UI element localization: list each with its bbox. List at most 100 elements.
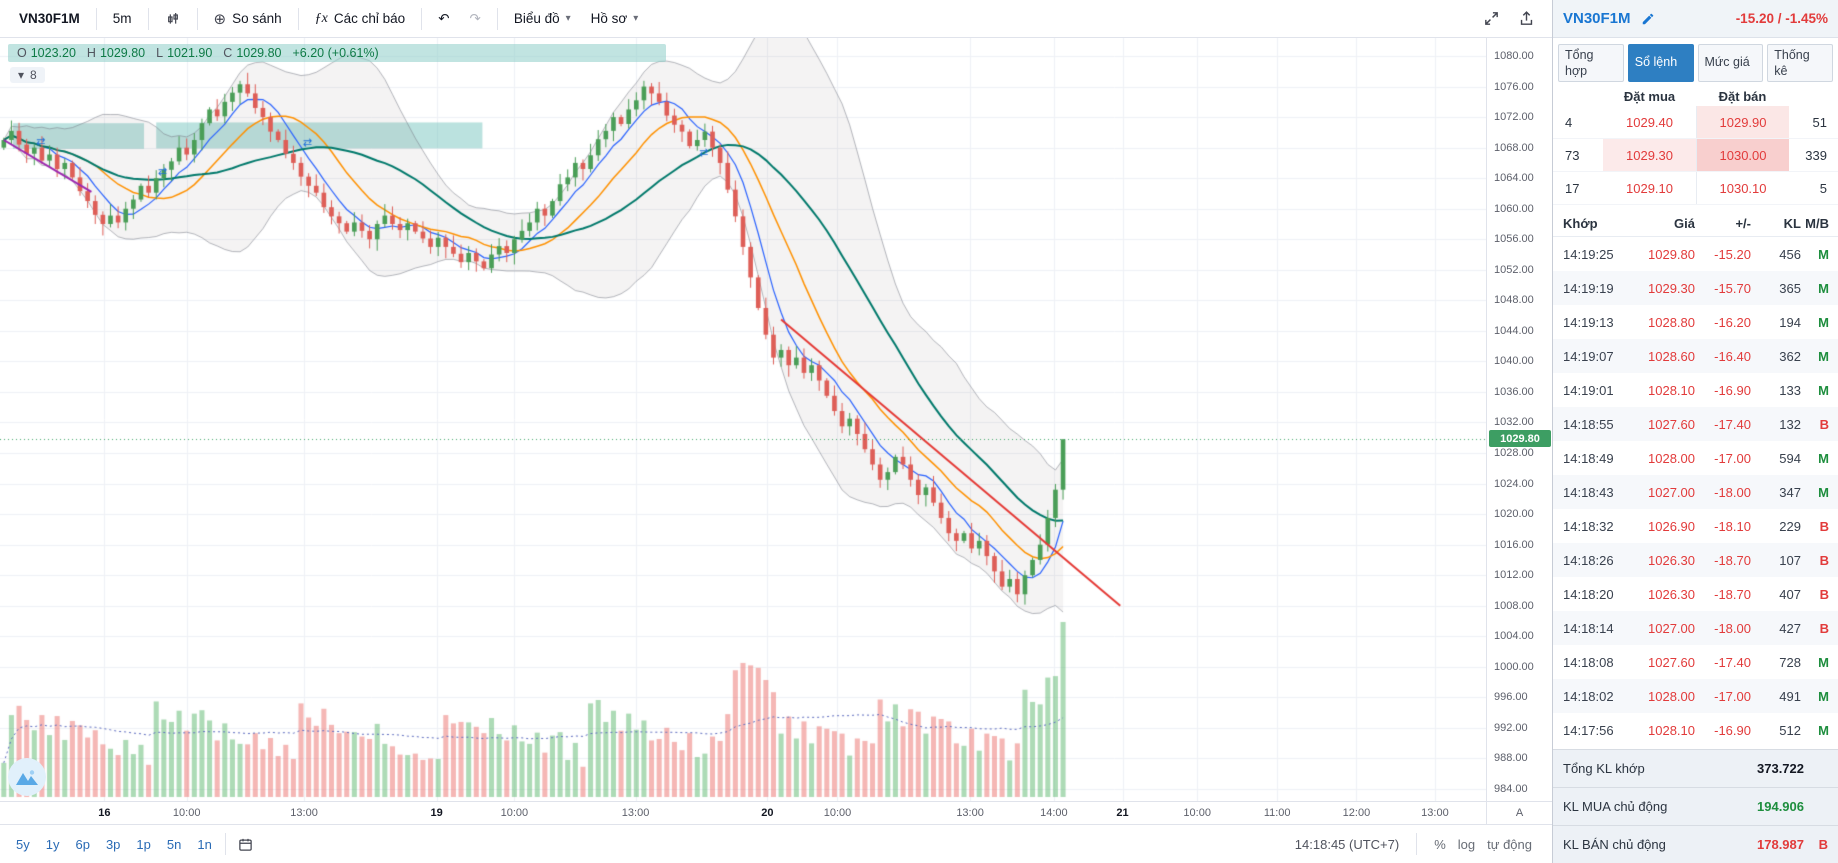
trade-side: M bbox=[1818, 348, 1829, 364]
time-tick: 13:00 bbox=[1421, 807, 1449, 819]
trade-side: M bbox=[1818, 450, 1829, 466]
range-5n[interactable]: 5n bbox=[159, 832, 189, 857]
interval-button[interactable]: 5m bbox=[104, 6, 141, 31]
trade-change: -17.00 bbox=[1714, 450, 1751, 466]
time-tick: 10:00 bbox=[823, 807, 852, 819]
compare-button[interactable]: ⊕ So sánh bbox=[205, 5, 291, 33]
trade-volume: 362 bbox=[1779, 348, 1801, 364]
trade-time: 14:18:02 bbox=[1563, 688, 1614, 704]
trade-row[interactable]: 14:19:25 1029.80 -15.20 456 M bbox=[1553, 237, 1838, 271]
profile-menu-button[interactable]: Hồ sơ ▾ bbox=[582, 6, 648, 31]
chart-section: VN30F1M 5m ⊕ So sánh ƒx Các chỉ báo ↶ ↷ … bbox=[0, 5, 1552, 857]
fullscreen-button[interactable] bbox=[1476, 5, 1507, 32]
trade-price: 1028.00 bbox=[1648, 688, 1695, 704]
range-5y[interactable]: 5y bbox=[8, 832, 38, 857]
indicators-button[interactable]: ƒx Các chỉ báo bbox=[306, 6, 415, 32]
orderbook-row[interactable]: 73 1029.30 1030.00 339 bbox=[1553, 139, 1838, 172]
range-6p[interactable]: 6p bbox=[67, 832, 97, 857]
price-tick: 1052.00 bbox=[1494, 263, 1534, 276]
price-tick: 1068.00 bbox=[1494, 141, 1534, 154]
price-axis[interactable]: 1080.00 1076.00 1072.00 1068.00 1064.00 1060.… bbox=[1486, 38, 1552, 801]
auto-scale-button[interactable]: tự động bbox=[1487, 836, 1532, 852]
chevron-down-icon: ▾ bbox=[633, 13, 639, 24]
price-tick: 1080.00 bbox=[1494, 50, 1534, 63]
trade-side: M bbox=[1818, 382, 1829, 398]
trade-change: -17.40 bbox=[1714, 416, 1751, 432]
indicators-collapse-toggle[interactable]: ▾ 8 bbox=[10, 67, 45, 83]
log-scale-button[interactable]: log bbox=[1457, 836, 1476, 852]
bid-volume: 73 bbox=[1565, 147, 1580, 163]
market-side-panel: VN30F1M -15.20 / -1.45% Tổng hợp Sổ lệnh M… bbox=[1552, 0, 1838, 863]
tab-thong-ke[interactable]: Thống kê bbox=[1767, 44, 1833, 82]
range-1y[interactable]: 1y bbox=[38, 832, 68, 857]
tab-tong-hop[interactable]: Tổng hợp bbox=[1558, 44, 1624, 82]
trade-time: 14:18:32 bbox=[1563, 518, 1614, 534]
volume-summary: Tổng KL khớp 373.722 KL MUA chủ động 194.90… bbox=[1553, 749, 1838, 863]
chart-type-button[interactable] bbox=[156, 6, 190, 32]
time-tick: 13:00 bbox=[956, 807, 984, 819]
chart-menu-button[interactable]: Biểu đồ ▾ bbox=[505, 6, 580, 31]
redo-button[interactable]: ↷ bbox=[461, 6, 490, 32]
redo-icon: ↷ bbox=[469, 10, 481, 26]
interval-label: 5m bbox=[112, 11, 132, 26]
open-value: 1023.20 bbox=[30, 46, 76, 60]
ask-price: 1029.90 bbox=[1696, 106, 1789, 138]
bid-header: Đặt mua bbox=[1623, 88, 1676, 104]
trade-row[interactable]: 14:17:56 1028.10 -16.90 512 M bbox=[1553, 713, 1838, 747]
range-1n[interactable]: 1n bbox=[189, 832, 219, 857]
ask-volume: 51 bbox=[1812, 114, 1827, 130]
trade-row[interactable]: 14:19:13 1028.80 -16.20 194 M bbox=[1553, 305, 1838, 339]
col-price: Giá bbox=[1674, 216, 1695, 231]
edit-symbol-button[interactable] bbox=[1639, 10, 1657, 28]
bottom-right-group: 14:18:45 (UTC+7) % log tự động bbox=[1295, 833, 1544, 855]
time-axis[interactable]: 16 10:00 13:00 19 10:00 13:00 20 10:00 13:00 14:0… bbox=[0, 801, 1486, 824]
trade-side: B bbox=[1819, 518, 1829, 534]
price-chart-canvas[interactable] bbox=[0, 38, 1486, 801]
trade-row[interactable]: 14:18:02 1028.00 -17.00 491 M bbox=[1553, 679, 1838, 713]
trade-time: 14:18:49 bbox=[1563, 450, 1614, 466]
price-tick: 1040.00 bbox=[1494, 355, 1534, 368]
trade-row[interactable]: 14:18:26 1026.30 -18.70 107 B bbox=[1553, 543, 1838, 577]
trade-change: -15.70 bbox=[1714, 280, 1751, 296]
tab-so-lenh[interactable]: Sổ lệnh bbox=[1627, 44, 1694, 82]
ask-volume: 339 bbox=[1805, 147, 1827, 163]
trade-row[interactable]: 14:18:55 1027.60 -17.40 132 B bbox=[1553, 407, 1838, 441]
trade-side: M bbox=[1818, 246, 1829, 262]
trade-row[interactable]: 14:18:43 1027.00 -18.00 347 M bbox=[1553, 475, 1838, 509]
range-3p[interactable]: 3p bbox=[98, 832, 128, 857]
trade-change: -17.00 bbox=[1714, 688, 1751, 704]
trade-row[interactable]: 14:18:14 1027.00 -18.00 427 B bbox=[1553, 611, 1838, 645]
divider bbox=[147, 7, 149, 30]
summary-label: Tổng KL khớp bbox=[1563, 761, 1645, 776]
time-tick: 12:00 bbox=[1342, 807, 1371, 819]
time-tick: 10:00 bbox=[172, 807, 201, 819]
col-change: +/- bbox=[1735, 216, 1751, 231]
price-tick: 1004.00 bbox=[1494, 630, 1534, 643]
go-to-date-button[interactable] bbox=[231, 832, 260, 857]
trade-row[interactable]: 14:18:08 1027.60 -17.40 728 M bbox=[1553, 645, 1838, 679]
fullscreen-icon bbox=[1485, 12, 1498, 25]
trade-price: 1027.00 bbox=[1648, 484, 1695, 500]
percent-scale-button[interactable]: % bbox=[1434, 836, 1446, 852]
range-1p[interactable]: 1p bbox=[128, 832, 158, 857]
trade-row[interactable]: 14:18:20 1026.30 -18.70 407 B bbox=[1553, 577, 1838, 611]
trade-row[interactable]: 14:18:32 1026.90 -18.10 229 B bbox=[1553, 509, 1838, 543]
tab-muc-gia[interactable]: Mức giá bbox=[1697, 44, 1764, 82]
share-button[interactable] bbox=[1511, 5, 1542, 32]
trade-price: 1027.00 bbox=[1648, 620, 1695, 636]
price-tick: 1024.00 bbox=[1494, 477, 1534, 490]
axis-auto-indicator[interactable]: A bbox=[1486, 801, 1552, 824]
trade-row[interactable]: 14:18:49 1028.00 -17.00 594 M bbox=[1553, 441, 1838, 475]
undo-button[interactable]: ↶ bbox=[429, 6, 458, 32]
symbol-button[interactable]: VN30F1M bbox=[10, 6, 89, 31]
trade-price: 1028.10 bbox=[1648, 382, 1695, 398]
bid-price: 1029.30 bbox=[1603, 139, 1696, 171]
trade-time: 14:18:14 bbox=[1563, 620, 1614, 636]
ask-header: Đặt bán bbox=[1718, 88, 1767, 104]
orderbook-row[interactable]: 17 1029.10 1030.10 5 bbox=[1553, 172, 1838, 205]
trade-row[interactable]: 14:19:01 1028.10 -16.90 133 M bbox=[1553, 373, 1838, 407]
trade-change: -16.90 bbox=[1714, 382, 1751, 398]
trade-row[interactable]: 14:19:07 1028.60 -16.40 362 M bbox=[1553, 339, 1838, 373]
orderbook-row[interactable]: 4 1029.40 1029.90 51 bbox=[1553, 106, 1838, 139]
trade-row[interactable]: 14:19:19 1029.30 -15.70 365 M bbox=[1553, 271, 1838, 305]
